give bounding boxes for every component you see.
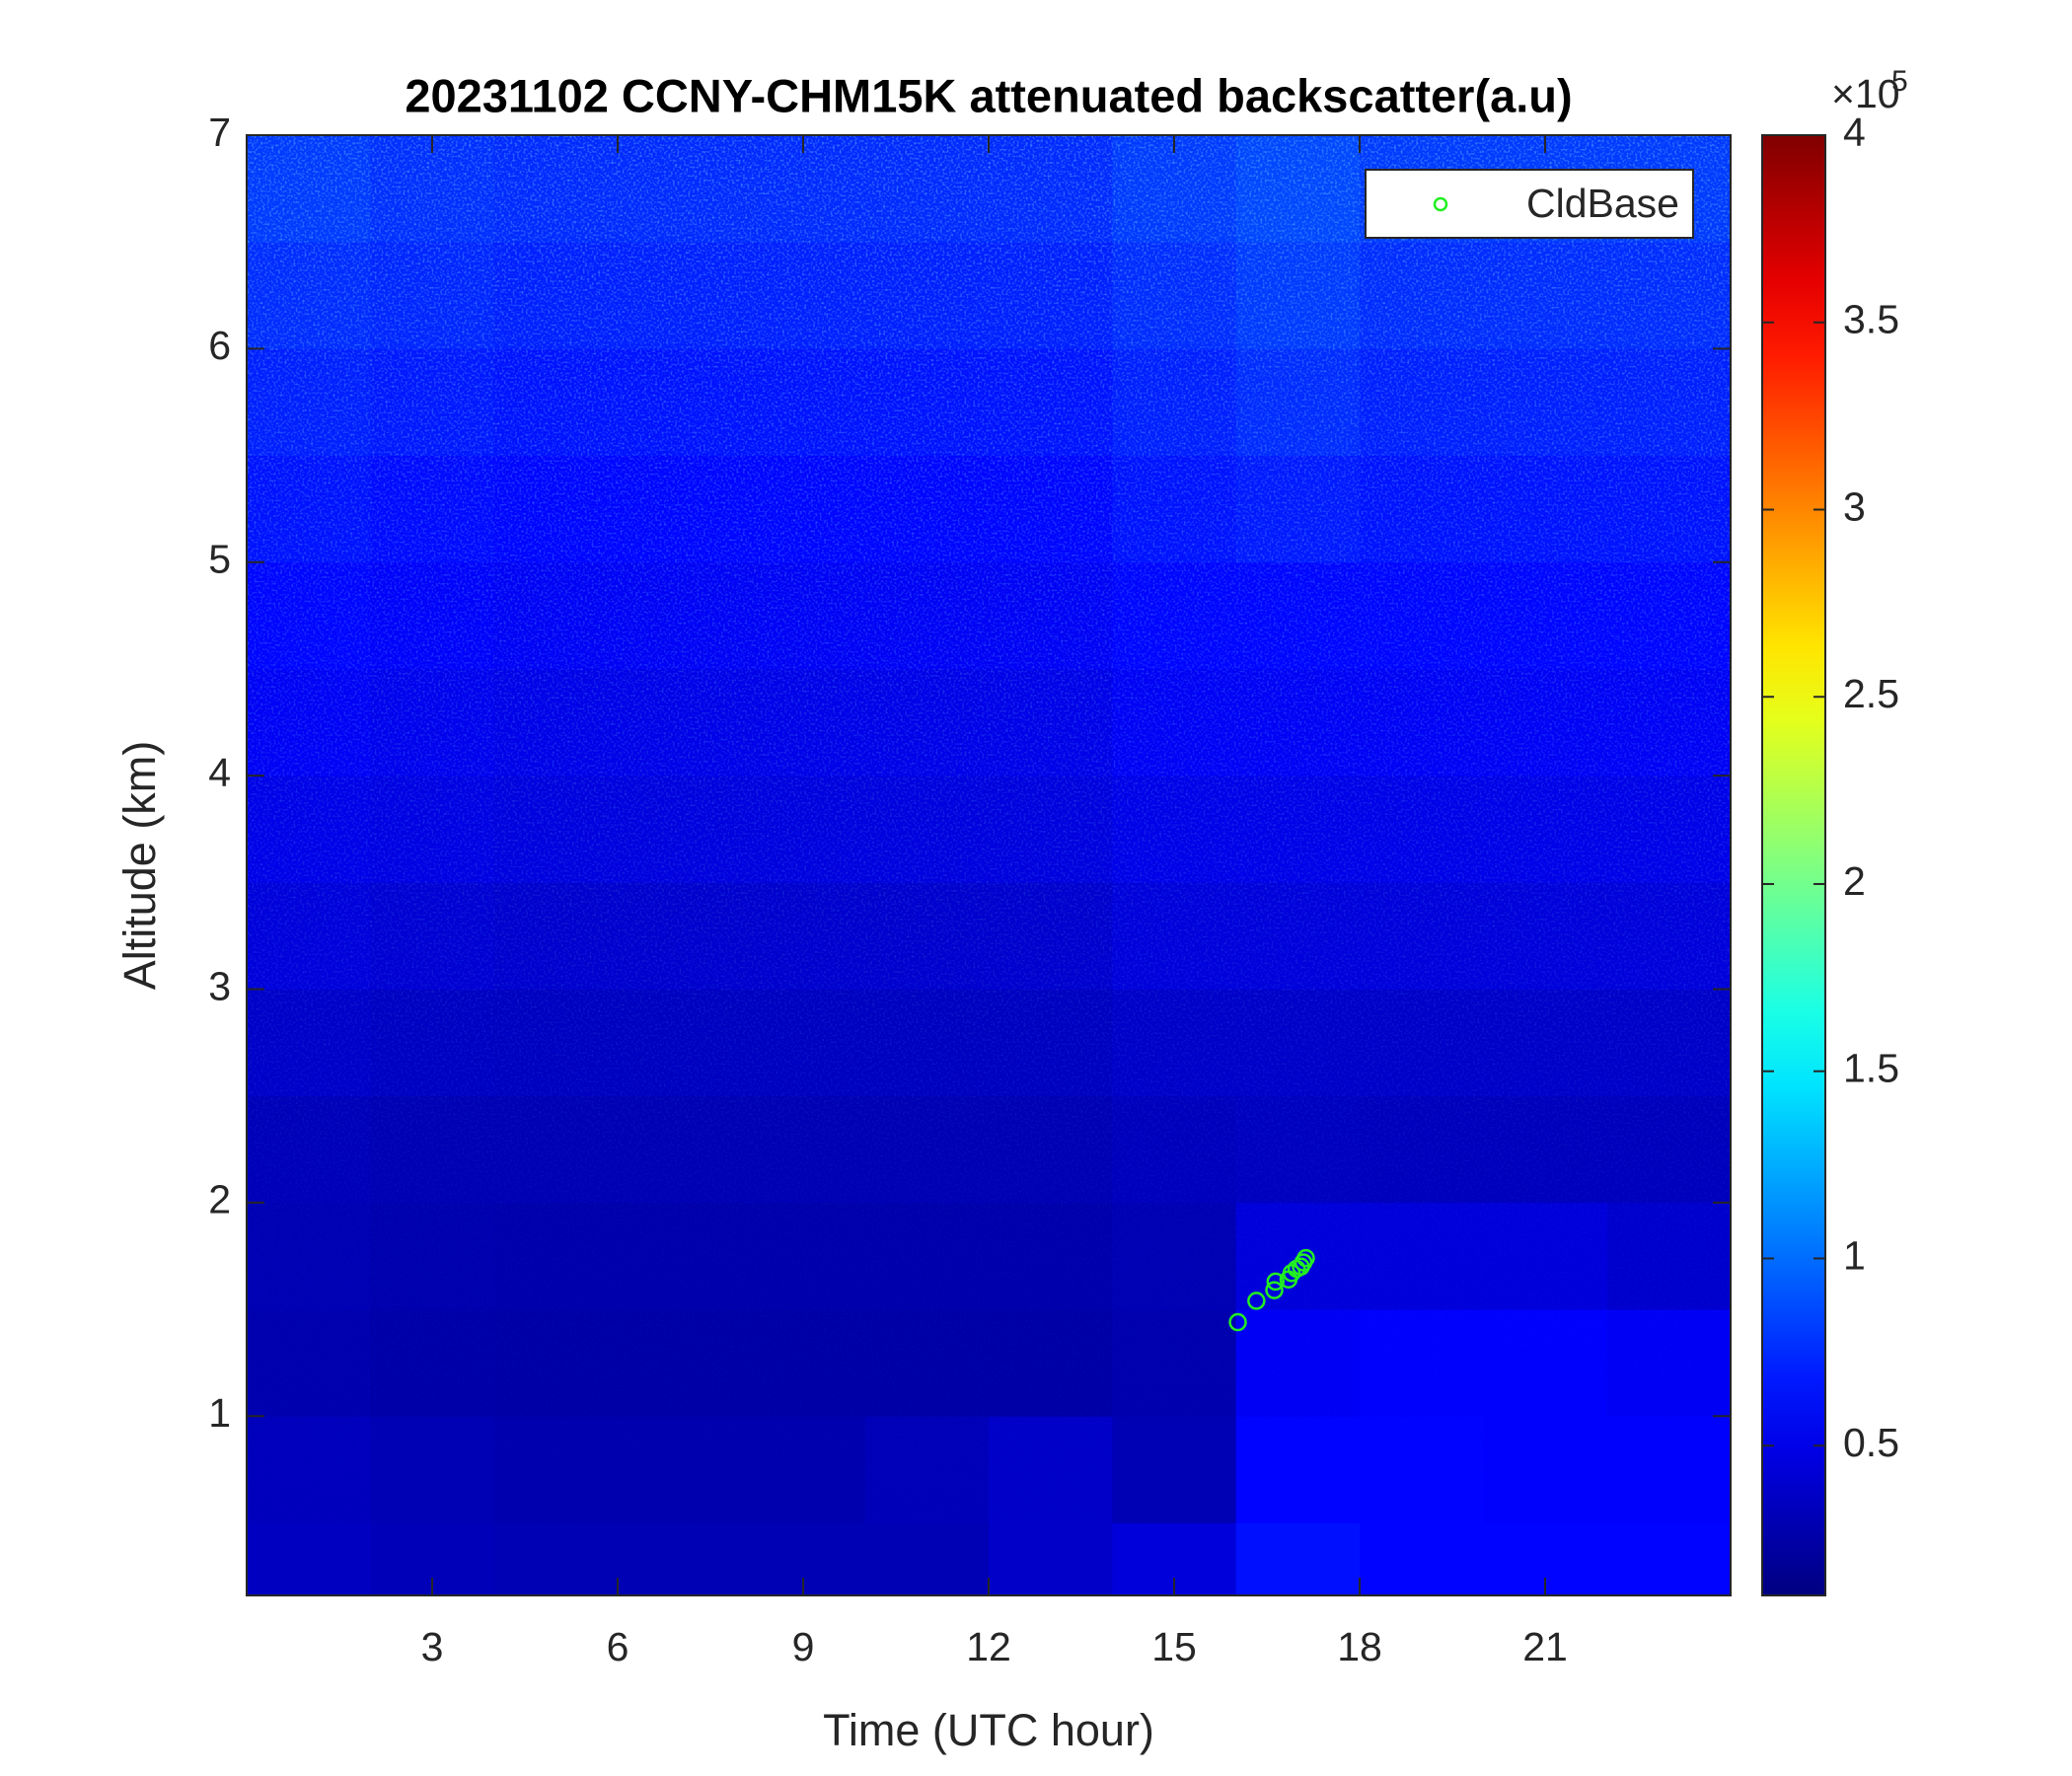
x-tick-label: 9 (792, 1624, 815, 1669)
x-tick-label: 18 (1337, 1624, 1382, 1669)
y-tick-label: 6 (208, 323, 231, 368)
cloud-base-point (1247, 1292, 1266, 1310)
colorbar-tick-label: 1.5 (1843, 1046, 1899, 1091)
y-tick-label: 5 (208, 537, 231, 582)
colorbar-tick-label: 0.5 (1843, 1420, 1899, 1465)
x-tick-label: 21 (1522, 1624, 1568, 1669)
x-axis-label: Time (UTC hour) (823, 1705, 1154, 1755)
x-tick-label: 15 (1151, 1624, 1197, 1669)
noise-texture (247, 135, 1731, 1595)
cloud-base-point (1296, 1248, 1315, 1268)
legend-marker (1433, 196, 1448, 212)
scatter-layer (1228, 1248, 1315, 1332)
y-tick-label: 7 (208, 110, 231, 155)
cloud-base-point (1266, 1272, 1286, 1292)
cloud-base-point (1228, 1312, 1247, 1332)
colorbar-tick-label: 2.5 (1843, 671, 1899, 716)
x-tick-label: 6 (607, 1624, 629, 1669)
legend-box (1365, 169, 1694, 239)
colorbar-tick-label: 3.5 (1843, 297, 1899, 342)
colorbar-multiplier: ×10 (1831, 71, 1900, 116)
x-tick-label: 3 (421, 1624, 444, 1669)
y-tick-label: 2 (208, 1177, 231, 1222)
cloud-base-point (1265, 1281, 1284, 1299)
colorbar-tick-label: 3 (1843, 483, 1866, 529)
cloud-base-point (1282, 1264, 1301, 1283)
colorbar-tick-label: 2 (1843, 858, 1866, 904)
y-axis-label: Altitude (km) (114, 741, 165, 991)
colorbar-tick-label: 1 (1843, 1232, 1866, 1278)
legend: CldBase (1365, 169, 1694, 239)
x-tick-label: 12 (966, 1624, 1011, 1669)
y-tick-label: 3 (208, 963, 231, 1008)
legend-label: CldBase (1526, 181, 1679, 226)
y-tick-label: 4 (208, 750, 231, 795)
y-tick-label: 1 (208, 1390, 231, 1436)
colorbar-tick-label: 4 (1843, 110, 1866, 155)
colorbar-exponent: 5 (1891, 65, 1908, 98)
colorbar (1761, 134, 1826, 1596)
chart-title: 20231102 CCNY-CHM15K attenuated backscat… (405, 69, 1572, 121)
